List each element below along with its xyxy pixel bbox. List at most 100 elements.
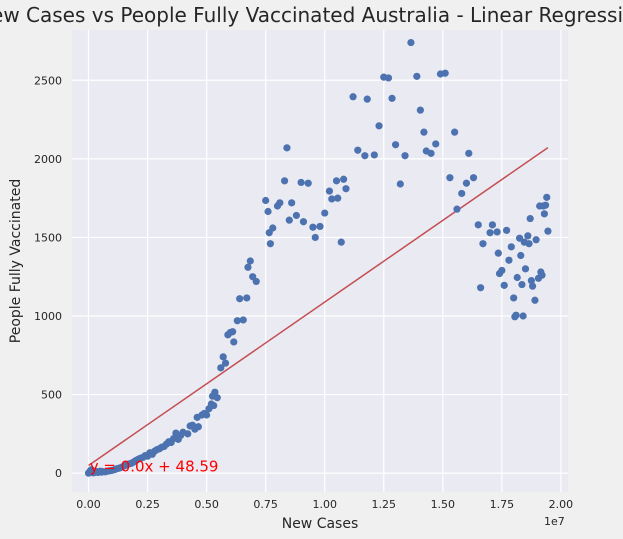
data-point — [477, 284, 485, 292]
data-point — [233, 317, 241, 325]
data-point — [407, 38, 415, 47]
y-tick-label: 500 — [41, 389, 62, 402]
data-point — [236, 295, 244, 303]
data-point — [432, 140, 440, 148]
data-point — [361, 152, 369, 160]
data-point — [276, 199, 284, 207]
regression-annotation: y = 0.0x + 48.59 — [90, 458, 219, 476]
data-point — [413, 72, 421, 80]
data-point — [213, 394, 221, 402]
y-tick-label: 0 — [55, 467, 62, 480]
data-point — [488, 221, 497, 229]
data-point — [544, 227, 552, 235]
x-tick-label: 1.25 — [372, 498, 397, 511]
data-point — [479, 240, 487, 248]
data-point — [288, 199, 296, 207]
data-point — [515, 234, 524, 242]
data-point — [316, 222, 324, 231]
data-point — [252, 277, 260, 286]
data-point — [285, 216, 293, 224]
plot-area — [72, 30, 568, 492]
data-point — [531, 296, 539, 304]
data-point — [292, 211, 300, 220]
data-point — [510, 294, 518, 302]
y-tick-label: 1500 — [34, 231, 62, 244]
data-point — [384, 74, 393, 82]
data-point — [453, 205, 461, 213]
data-point — [309, 223, 317, 231]
data-point — [363, 95, 371, 103]
data-point — [486, 229, 494, 237]
data-point — [266, 240, 274, 248]
data-point — [230, 338, 238, 346]
data-point — [211, 388, 219, 396]
data-point — [325, 187, 334, 195]
data-point — [521, 265, 530, 273]
data-point — [332, 177, 341, 185]
data-point — [370, 151, 378, 159]
data-point — [519, 312, 527, 320]
data-point — [420, 128, 428, 136]
data-point — [203, 411, 211, 419]
data-point — [540, 210, 548, 218]
data-point — [297, 178, 305, 187]
chart-title: New Cases vs People Fully Vaccinated Aus… — [0, 3, 623, 27]
data-point — [337, 238, 345, 246]
data-point — [388, 94, 396, 102]
data-points — [84, 38, 552, 477]
x-tick-label: 2.00 — [549, 498, 574, 511]
data-point — [391, 141, 400, 149]
data-point — [526, 214, 534, 223]
data-point — [524, 232, 532, 240]
data-point — [505, 256, 513, 264]
data-point — [243, 294, 251, 302]
data-point — [375, 122, 383, 130]
data-point — [354, 146, 362, 154]
x-axis-offset-label: 1e7 — [544, 515, 565, 528]
x-tick-label: 0.00 — [76, 498, 101, 511]
data-point — [304, 179, 312, 187]
data-point — [512, 311, 520, 319]
data-point — [541, 201, 550, 209]
data-point — [527, 277, 535, 285]
data-point — [462, 179, 471, 187]
data-point — [269, 224, 277, 232]
data-point — [264, 207, 272, 216]
data-point — [446, 174, 454, 182]
data-point — [474, 221, 482, 229]
data-point — [328, 195, 336, 203]
data-point — [528, 282, 537, 290]
data-point — [239, 316, 247, 324]
data-point — [518, 280, 526, 289]
regression-line — [88, 147, 549, 467]
data-point — [396, 180, 404, 188]
data-point — [401, 152, 409, 160]
data-point — [349, 93, 357, 101]
data-point — [244, 263, 252, 271]
data-point — [538, 271, 546, 279]
data-point — [280, 177, 289, 185]
x-tick-label: 1.00 — [312, 498, 337, 511]
data-point — [451, 128, 459, 136]
data-point — [513, 273, 521, 282]
data-point — [340, 175, 348, 183]
data-point — [219, 353, 227, 361]
data-point — [283, 144, 291, 152]
x-tick-label: 0.50 — [194, 498, 219, 511]
data-point — [525, 240, 533, 248]
x-tick-label: 0.75 — [253, 498, 278, 511]
data-point — [194, 423, 202, 431]
data-point — [221, 359, 230, 367]
data-point — [543, 193, 551, 201]
y-axis-label: People Fully Vaccinated — [8, 179, 24, 343]
data-point — [498, 266, 506, 275]
data-point — [321, 209, 329, 217]
data-point — [517, 251, 525, 260]
data-point — [493, 228, 501, 236]
data-point — [210, 401, 218, 410]
data-point — [299, 218, 308, 226]
data-point — [532, 236, 540, 244]
x-tick-label: 1.75 — [490, 498, 515, 511]
data-point — [334, 194, 342, 202]
